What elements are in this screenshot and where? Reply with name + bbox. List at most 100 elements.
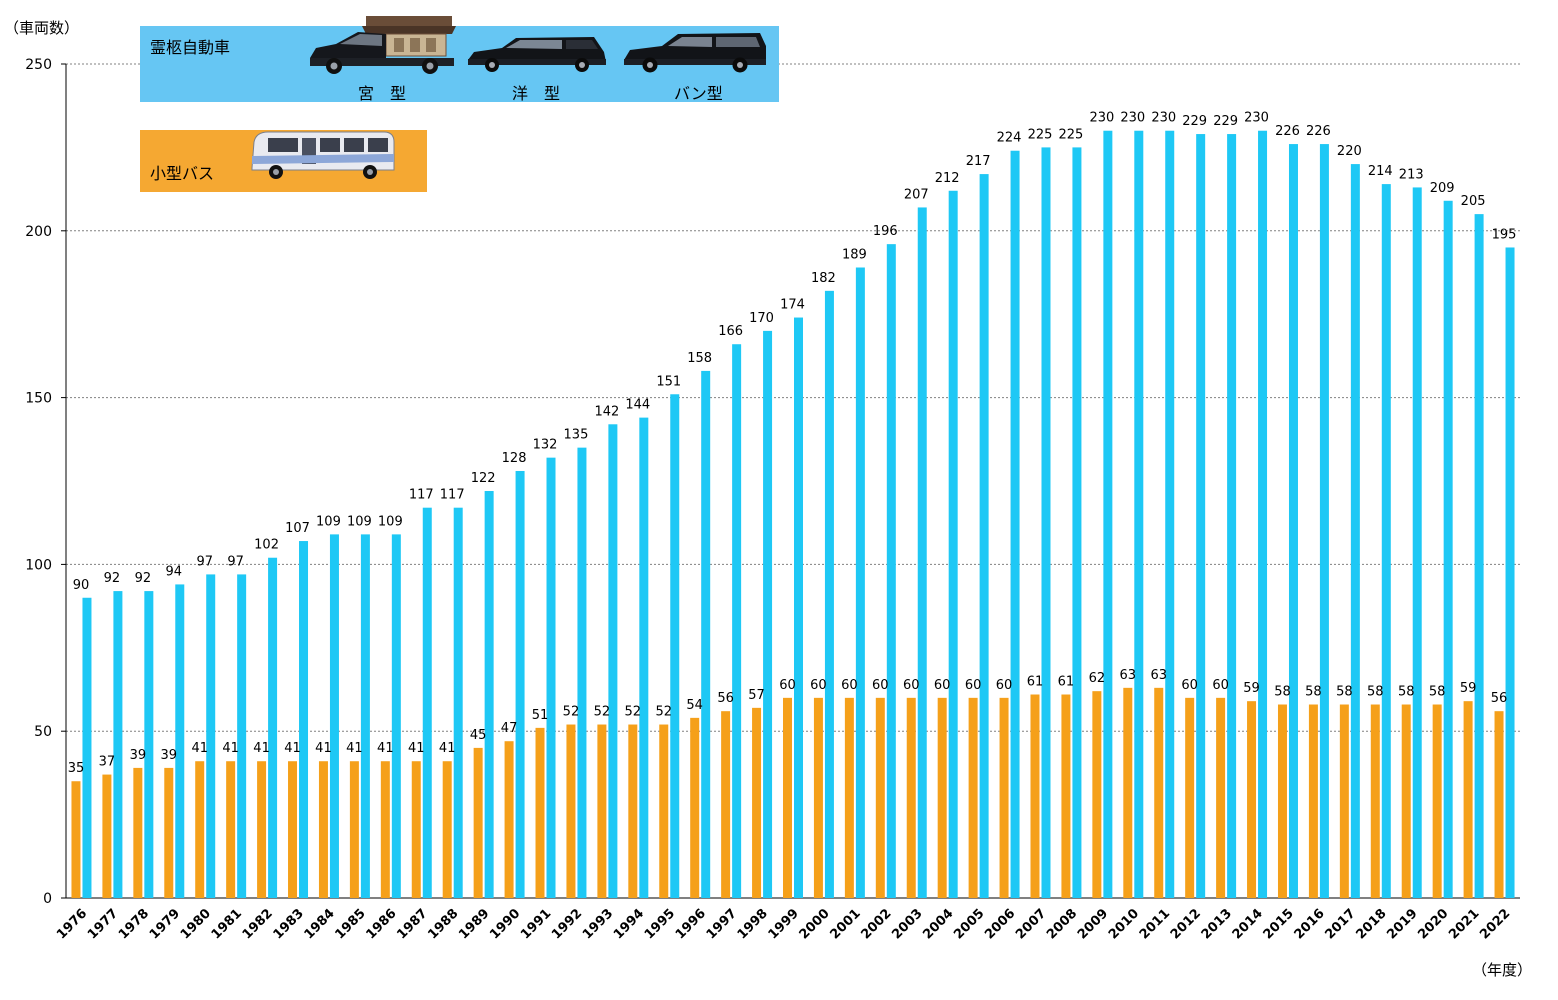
bar-minibus xyxy=(1185,697,1195,898)
data-label-hearse: 117 xyxy=(440,488,465,503)
bar-minibus xyxy=(1154,687,1164,898)
bar-hearse xyxy=(360,534,370,898)
x-tick-label: 2018 xyxy=(1353,906,1389,942)
data-label-hearse: 230 xyxy=(1089,111,1114,126)
bar-hearse xyxy=(608,424,618,898)
y-tick-label: 250 xyxy=(25,57,52,73)
data-label-minibus: 58 xyxy=(1398,685,1415,700)
x-tick-label: 1987 xyxy=(394,906,430,942)
yo-type-label: 洋 型 xyxy=(512,84,561,103)
data-label-hearse: 117 xyxy=(409,488,434,503)
bar-minibus xyxy=(226,761,236,898)
data-label-hearse: 226 xyxy=(1275,124,1300,139)
data-label-minibus: 60 xyxy=(934,678,951,693)
x-tick-label: 2016 xyxy=(1292,906,1328,942)
data-label-hearse: 207 xyxy=(904,187,929,202)
x-tick-label: 2022 xyxy=(1477,906,1513,942)
data-label-hearse: 158 xyxy=(687,351,712,366)
bar-minibus xyxy=(844,697,854,898)
data-label-hearse: 109 xyxy=(378,514,403,529)
data-label-minibus: 41 xyxy=(284,741,301,756)
data-label-minibus: 60 xyxy=(996,678,1013,693)
bar-hearse xyxy=(1443,200,1453,898)
bar-hearse xyxy=(855,267,865,899)
data-label-minibus: 60 xyxy=(841,678,858,693)
legend-hearse: 霊柩自動車 宮 型 洋 型 バン型 xyxy=(140,16,779,103)
bar-hearse xyxy=(732,344,742,898)
bar-minibus xyxy=(1061,694,1071,898)
bar-minibus xyxy=(999,697,1009,898)
bar-minibus xyxy=(721,711,731,898)
bar-hearse xyxy=(1288,144,1298,899)
bar-hearse xyxy=(763,330,773,898)
data-label-hearse: 217 xyxy=(966,154,991,169)
data-label-hearse: 230 xyxy=(1151,111,1176,126)
bar-minibus xyxy=(1308,704,1318,898)
x-axis-title: （年度） xyxy=(1472,961,1532,979)
bar-minibus xyxy=(504,741,514,898)
bar-minibus xyxy=(1277,704,1287,898)
data-label-hearse: 97 xyxy=(227,554,244,569)
x-tick-label: 1980 xyxy=(178,906,214,942)
data-label-hearse: 225 xyxy=(1028,127,1053,142)
data-label-hearse: 92 xyxy=(135,571,152,586)
data-label-hearse: 230 xyxy=(1120,111,1145,126)
bar-hearse xyxy=(1227,134,1237,898)
bar-hearse xyxy=(1319,144,1329,899)
x-tick-label: 1981 xyxy=(209,906,245,942)
x-tick-label: 2008 xyxy=(1044,906,1080,942)
data-label-minibus: 60 xyxy=(965,678,982,693)
data-label-hearse: 92 xyxy=(104,571,121,586)
bar-hearse xyxy=(1103,130,1113,899)
bar-minibus xyxy=(628,724,638,898)
data-label-hearse: 132 xyxy=(533,438,558,453)
data-label-minibus: 39 xyxy=(161,748,178,763)
bar-minibus xyxy=(1030,694,1040,898)
data-label-hearse: 102 xyxy=(254,538,279,553)
data-label-minibus: 58 xyxy=(1367,685,1384,700)
bar-minibus xyxy=(102,774,112,898)
data-label-hearse: 122 xyxy=(471,471,496,486)
miya-type-label: 宮 型 xyxy=(358,84,407,103)
x-tick-label: 2002 xyxy=(858,906,894,942)
bar-hearse xyxy=(1505,247,1515,899)
data-label-minibus: 47 xyxy=(501,721,518,736)
bar-minibus xyxy=(473,747,483,898)
van-hearse-icon xyxy=(624,33,766,73)
bar-minibus xyxy=(1123,687,1133,898)
data-label-minibus: 61 xyxy=(1027,675,1044,690)
y-tick-label: 0 xyxy=(43,891,52,907)
bar-minibus xyxy=(71,781,81,898)
bar-minibus xyxy=(875,697,885,898)
x-tick-label: 2017 xyxy=(1322,906,1358,942)
data-label-minibus: 63 xyxy=(1120,668,1137,683)
data-label-minibus: 45 xyxy=(470,728,487,743)
x-tick-label: 1993 xyxy=(580,906,616,942)
y-axis-title: （車両数） xyxy=(4,19,79,37)
data-label-minibus: 35 xyxy=(68,761,85,776)
bar-minibus xyxy=(968,697,978,898)
x-tick-label: 2003 xyxy=(889,906,925,942)
data-label-minibus: 52 xyxy=(625,705,642,720)
x-tick-label: 2009 xyxy=(1075,906,1111,942)
bar-minibus xyxy=(1216,697,1226,898)
bar-minibus xyxy=(1092,691,1102,898)
data-label-hearse: 225 xyxy=(1059,127,1084,142)
x-tick-label: 1989 xyxy=(456,906,492,942)
y-tick-label: 100 xyxy=(25,557,52,573)
bar-minibus xyxy=(133,767,143,898)
data-label-hearse: 195 xyxy=(1492,227,1517,242)
data-label-minibus: 37 xyxy=(99,755,116,770)
bar-minibus xyxy=(164,767,174,898)
bar-minibus xyxy=(752,707,762,898)
x-tick-label: 2021 xyxy=(1446,906,1482,942)
bar-hearse xyxy=(1258,130,1268,899)
bar-hearse xyxy=(1010,150,1020,899)
x-tick-label: 1985 xyxy=(333,906,369,942)
bar-minibus xyxy=(659,724,669,898)
x-tick-label: 2019 xyxy=(1384,906,1420,942)
x-tick-label: 1992 xyxy=(549,906,585,942)
x-tick-label: 2006 xyxy=(982,906,1018,942)
bar-minibus xyxy=(257,761,267,898)
